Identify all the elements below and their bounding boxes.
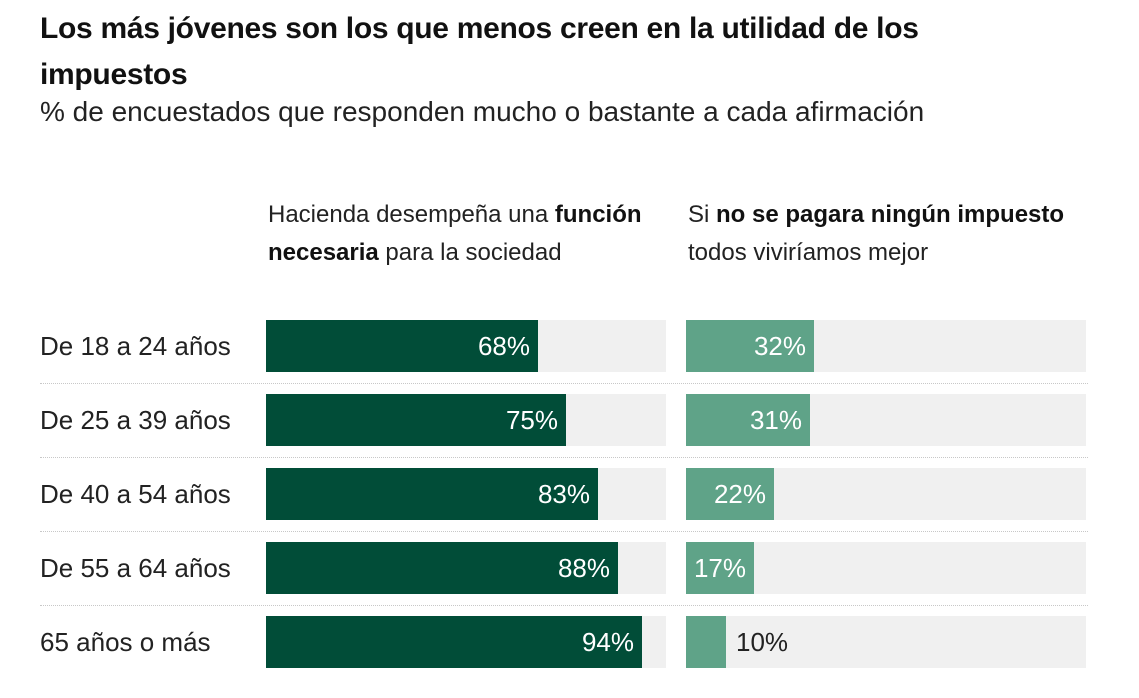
bar-value-label: 32% <box>753 331 806 361</box>
bar-track: 83% <box>266 468 666 520</box>
column-header-1-text: para la sociedad <box>378 239 562 266</box>
column-header-2-text: Si <box>688 201 717 228</box>
column-header-2-text: no se pagara ningún impuesto <box>716 201 1065 228</box>
category-label: De 25 a 39 años <box>40 405 231 435</box>
bar-value-label: 75% <box>505 405 558 435</box>
category-label: De 55 a 64 años <box>40 553 231 583</box>
row-divider <box>40 457 1088 458</box>
row-divider <box>40 383 1088 384</box>
category-label: 65 años o más <box>40 627 211 657</box>
bar-value-label: 88% <box>557 553 610 583</box>
category-label: De 18 a 24 años <box>40 331 231 361</box>
bar-series-2 <box>686 468 774 520</box>
bar-track: 31% <box>686 394 1086 446</box>
bar-series-2 <box>686 616 726 668</box>
bar-series-2 <box>686 542 754 594</box>
row-divider <box>40 531 1088 532</box>
bar-track: 75% <box>266 394 666 446</box>
chart-subtitle: % de encuestados que responden mucho o b… <box>40 96 925 127</box>
chart-row: 65 años o más 94% 10% <box>40 606 1088 680</box>
column-header-2: Si no se pagara ningún impuesto todos vi… <box>688 196 1068 272</box>
bar-track: 22% <box>686 468 1086 520</box>
bar-value-label: 10% <box>736 627 789 657</box>
bar-series-1 <box>266 468 598 520</box>
bar-series-2 <box>686 394 810 446</box>
bar-track: 32% <box>686 320 1086 372</box>
column-header-1-text: Hacienda desempeña una <box>268 201 555 228</box>
bar-value-label: 83% <box>537 479 590 509</box>
bar-series-2 <box>686 320 814 372</box>
category-label: De 40 a 54 años <box>40 479 231 509</box>
chart-row: De 25 a 39 años 75% 31% <box>40 384 1088 458</box>
bar-track: 94% <box>266 616 666 668</box>
bar-value-label: 68% <box>477 331 530 361</box>
bar-value-label: 31% <box>749 405 802 435</box>
bar-track: 10% <box>686 616 1086 668</box>
chart-row: De 55 a 64 años 88% 17% <box>40 532 1088 606</box>
column-header-2-text: todos viviríamos mejor <box>688 239 929 266</box>
bar-track: 17% <box>686 542 1086 594</box>
chart-title: Los más jóvenes son los que menos creen … <box>40 12 919 91</box>
row-divider <box>40 605 1088 606</box>
column-header-1: Hacienda desempeña una función necesaria… <box>268 196 648 272</box>
bar-series-1 <box>266 394 566 446</box>
bar-value-label: 17% <box>693 553 746 583</box>
bar-track: 88% <box>266 542 666 594</box>
bar-series-1 <box>266 616 642 668</box>
bar-value-label: 22% <box>713 479 766 509</box>
chart-row: De 40 a 54 años 83% 22% <box>40 458 1088 532</box>
bar-track: 68% <box>266 320 666 372</box>
chart-row: De 18 a 24 años 68% 32% <box>40 310 1088 384</box>
column-header-1-text: función necesaria <box>268 201 642 266</box>
bar-series-1 <box>266 542 618 594</box>
bar-series-1 <box>266 320 538 372</box>
bar-value-label: 94% <box>581 627 634 657</box>
